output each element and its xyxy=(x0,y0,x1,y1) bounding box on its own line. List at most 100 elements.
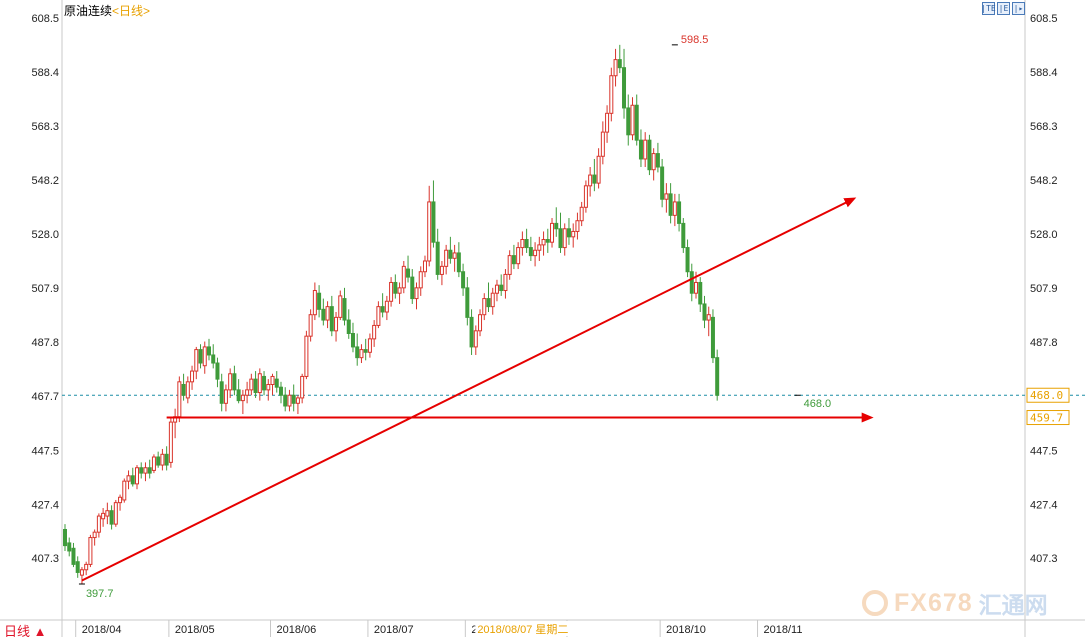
candle-body xyxy=(338,295,343,318)
candle-body xyxy=(355,346,360,359)
candle-body xyxy=(473,330,478,348)
y-tick-label-left: 467.7 xyxy=(31,391,59,403)
candle-body xyxy=(253,378,258,394)
y-tick-label-left: 487.8 xyxy=(31,337,59,349)
candle-body xyxy=(168,421,173,463)
candle-body xyxy=(503,273,508,292)
candle-body xyxy=(134,467,139,485)
candle-body xyxy=(439,265,444,275)
candle-body xyxy=(588,174,593,187)
candle-body xyxy=(592,174,597,184)
y-tick-label-right: 447.5 xyxy=(1030,445,1058,457)
y-axis-right: 608.5588.4568.3548.2528.0507.9487.8467.7… xyxy=(1030,13,1058,565)
candle-body xyxy=(257,373,262,394)
candle-body xyxy=(325,306,330,321)
period-tag[interactable]: <日线> xyxy=(112,4,151,18)
candle-body xyxy=(461,271,466,289)
red-arrow-annotation xyxy=(81,197,857,582)
candle-body xyxy=(545,239,550,243)
candle-body xyxy=(600,131,605,157)
candle-body xyxy=(334,316,339,332)
candle-body xyxy=(710,316,715,359)
candle-body xyxy=(232,373,237,391)
candle-body xyxy=(655,153,660,168)
y-tick-label-left: 608.5 xyxy=(31,13,59,25)
y-tick-label-right: 588.4 xyxy=(1030,67,1058,79)
candle-body xyxy=(431,201,436,243)
candle-body xyxy=(126,475,131,482)
candle-body xyxy=(689,271,694,294)
candle-body xyxy=(533,249,538,257)
y-tick-label-left: 507.9 xyxy=(31,283,59,295)
max-price-label: 598.5 xyxy=(681,34,709,46)
candlestick-series xyxy=(63,44,720,584)
y-tick-label-left: 568.3 xyxy=(31,121,59,133)
candle-body xyxy=(554,222,559,230)
candle-body xyxy=(410,276,415,300)
y-tick-label-right: 568.3 xyxy=(1030,121,1058,133)
candle-body xyxy=(524,239,529,249)
y-tick-label-right: 407.3 xyxy=(1030,553,1058,565)
period-switch-button[interactable]: 日线 ▲ xyxy=(4,624,47,639)
candle-body xyxy=(550,222,555,243)
candle-body xyxy=(75,561,80,573)
candle-body xyxy=(312,290,317,316)
last-price-tag-box xyxy=(1026,387,1070,403)
last-price-label: 468.0 xyxy=(804,398,832,410)
y-tick-label-right: 548.2 xyxy=(1030,175,1058,187)
candle-body xyxy=(295,397,300,404)
candle-body xyxy=(596,155,601,184)
y-tick-label-right: 427.4 xyxy=(1030,499,1058,511)
candle-body xyxy=(317,292,322,310)
candle-body xyxy=(113,502,118,525)
candle-body xyxy=(638,139,643,160)
candle-body xyxy=(685,247,690,273)
candle-body xyxy=(528,247,533,257)
candle-body xyxy=(384,300,389,313)
candle-body xyxy=(105,510,110,517)
candle-body xyxy=(427,201,432,262)
y-tick-label-right: 528.0 xyxy=(1030,229,1058,241)
candle-body xyxy=(67,542,72,552)
candle-body xyxy=(291,394,296,404)
candle-body xyxy=(490,292,495,308)
candle-body xyxy=(452,252,457,259)
y-tick-label-left: 407.3 xyxy=(31,553,59,565)
candle-body xyxy=(122,480,127,501)
candle-body xyxy=(414,287,419,300)
cursor-date-box xyxy=(475,621,620,636)
y-tick-label-left: 528.0 xyxy=(31,229,59,241)
candle-body xyxy=(651,153,656,171)
config-icon[interactable]: |E xyxy=(997,2,1010,15)
candle-body xyxy=(304,335,309,377)
x-tick-label: 2018/06 xyxy=(277,624,317,636)
cursor-date-label: 2018/08/07 星期二 xyxy=(477,623,568,636)
instrument-name: 原油连续 xyxy=(64,4,113,18)
y-tick-label-right: 507.9 xyxy=(1030,283,1058,295)
candle-body xyxy=(350,332,355,348)
candle-body xyxy=(92,531,97,539)
candle-body xyxy=(118,496,123,504)
candle-body xyxy=(605,112,610,133)
candle-body xyxy=(626,107,631,136)
y-tick-label-left: 447.5 xyxy=(31,445,59,457)
candle-body xyxy=(499,284,504,292)
x-tick-label: 2018/11 xyxy=(764,624,803,636)
expand-icon[interactable]: |▸ xyxy=(1012,2,1025,15)
candle-body xyxy=(151,456,156,471)
candle-body xyxy=(575,220,580,232)
candle-body xyxy=(96,515,101,533)
candle-body xyxy=(270,375,275,386)
watermark: FX678 汇通网 xyxy=(862,586,1048,620)
candle-body xyxy=(541,239,546,246)
indicator-icon[interactable]: |TE xyxy=(981,2,996,15)
candle-body xyxy=(702,303,707,321)
candle-body xyxy=(63,528,67,547)
candle-body xyxy=(520,239,525,249)
candle-body xyxy=(583,185,588,208)
candle-body xyxy=(308,314,313,337)
candle-body xyxy=(448,249,453,259)
candle-body xyxy=(660,166,665,200)
y-tick-label-right: 487.8 xyxy=(1030,337,1058,349)
